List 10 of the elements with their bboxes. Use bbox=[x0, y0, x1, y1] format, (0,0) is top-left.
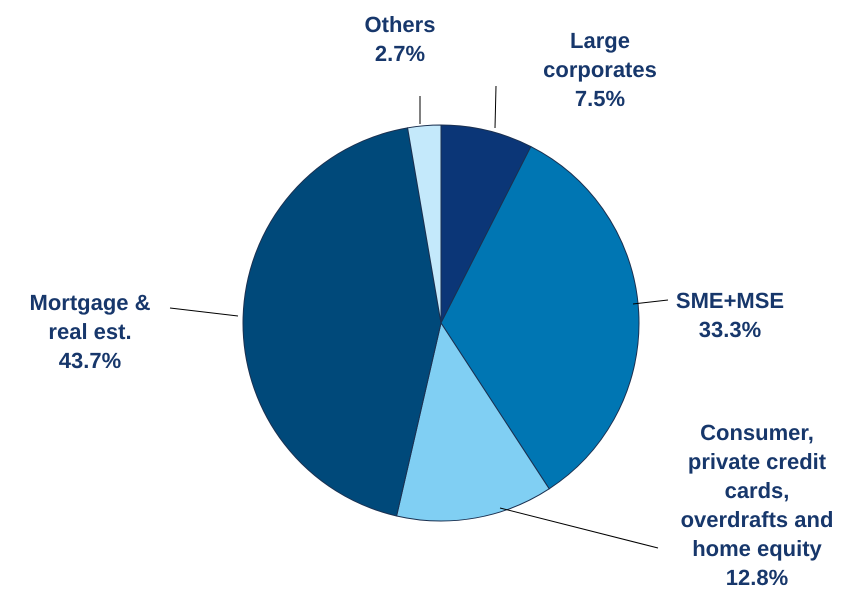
data-label: 12.8% bbox=[726, 565, 788, 590]
data-label: 2.7% bbox=[374, 41, 426, 66]
slice-label: Others bbox=[364, 12, 436, 37]
slice-label: Large corporates bbox=[543, 28, 657, 82]
data-label: 43.7% bbox=[58, 348, 122, 373]
slice-label: Mortgage & real est. bbox=[30, 290, 151, 344]
data-label: 33.3% bbox=[698, 317, 762, 342]
slice-label: Consumer, private credit cards, overdrafts and home equity bbox=[680, 420, 834, 561]
slice-label: SME+MSE bbox=[676, 288, 784, 313]
data-label: 7.5% bbox=[574, 86, 626, 111]
